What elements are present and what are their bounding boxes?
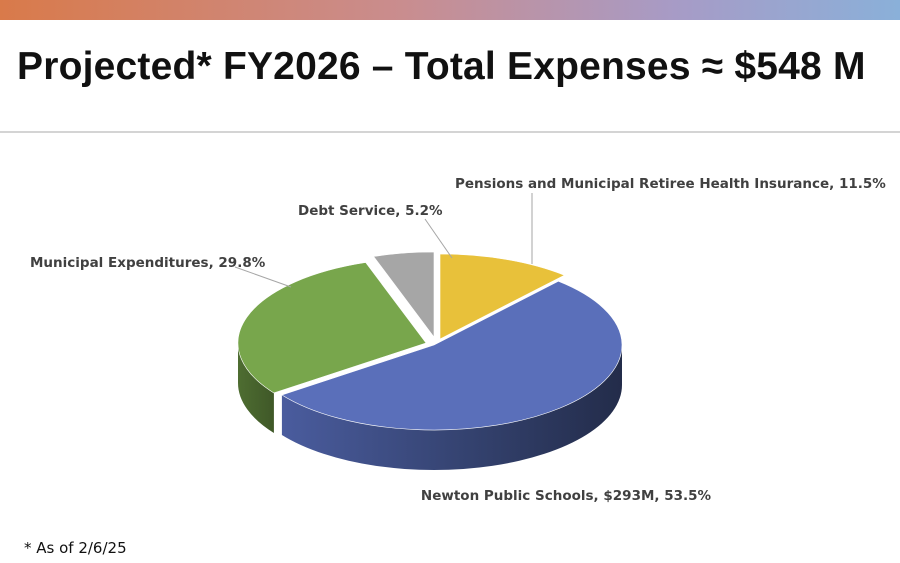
data-label: Pensions and Municipal Retiree Health In…: [455, 176, 886, 192]
pie-layer: [237, 251, 623, 471]
pie-slice: [439, 253, 566, 340]
leader-line: [234, 266, 292, 288]
title-accent-band: [0, 0, 900, 20]
data-label: Municipal Expenditures, 29.8%: [30, 255, 266, 271]
pie-slice: [237, 262, 427, 394]
pie-slice: [281, 280, 623, 431]
title-divider: [0, 131, 900, 133]
pie-slice: [373, 251, 435, 338]
pie-chart: Newton Public Schools, $293M, 53.5% Munic…: [30, 176, 886, 504]
data-label: Debt Service, 5.2%: [298, 203, 443, 219]
pie-slice-side: [238, 343, 274, 433]
label-layer: Newton Public Schools, $293M, 53.5% Munic…: [30, 176, 886, 504]
data-label: Newton Public Schools, $293M, 53.5%: [421, 488, 712, 504]
footnote: * As of 2/6/25: [24, 539, 127, 557]
pie-slice-side: [281, 345, 622, 471]
leader-line: [424, 218, 453, 259]
slide-title: Projected* FY2026 – Total Expenses ≈ $54…: [17, 45, 866, 88]
